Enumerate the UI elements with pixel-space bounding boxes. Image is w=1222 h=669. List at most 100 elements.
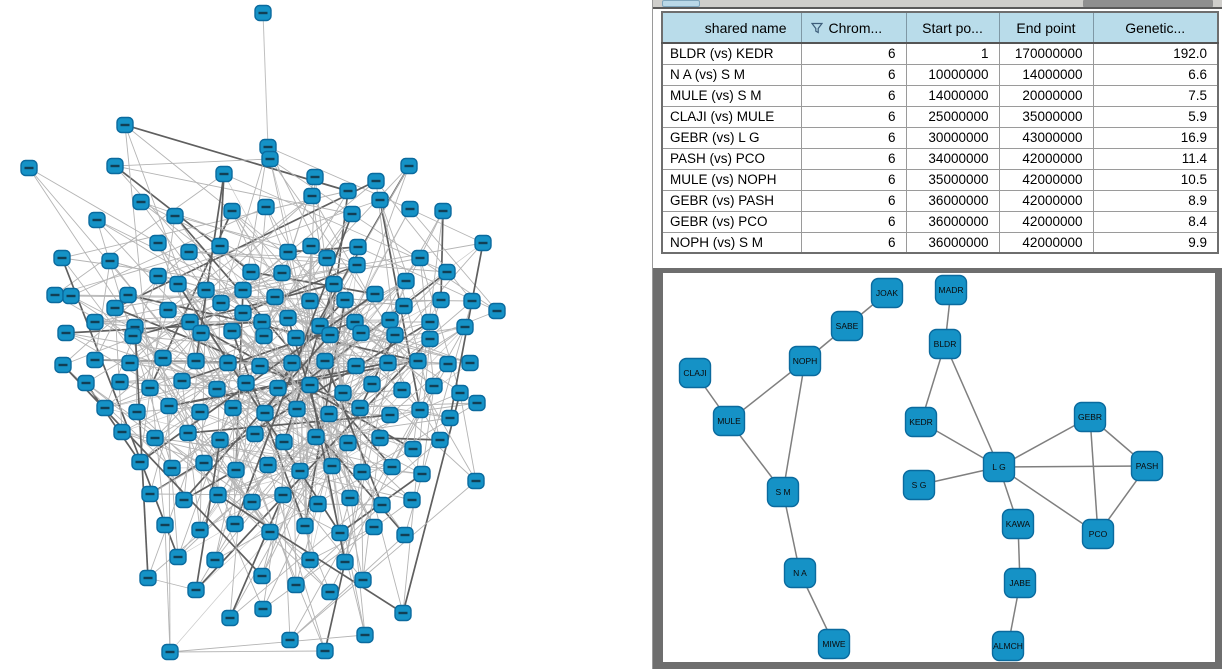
network-edge[interactable] xyxy=(269,158,364,581)
network-node[interactable] xyxy=(394,604,412,622)
network-edge[interactable] xyxy=(289,480,477,641)
network-edge[interactable] xyxy=(119,381,363,473)
network-node[interactable] xyxy=(139,569,157,587)
table-cell[interactable]: 170000000 xyxy=(999,43,1094,65)
network-node[interactable] xyxy=(169,548,187,566)
table-cell[interactable]: 42000000 xyxy=(999,169,1094,191)
network-node[interactable] xyxy=(432,291,450,309)
network-edge[interactable] xyxy=(219,439,271,533)
network-node[interactable] xyxy=(401,200,419,218)
table-row[interactable]: MULE (vs) S M 6 14000000 20000000 7.5 xyxy=(662,85,1218,107)
network-edge[interactable] xyxy=(355,271,448,367)
network-node[interactable] xyxy=(132,193,150,211)
table-cell[interactable]: 6 xyxy=(801,127,907,149)
network-edge[interactable] xyxy=(154,362,229,439)
network-node[interactable] xyxy=(62,287,80,305)
table-row[interactable]: GEBR (vs) PCO 6 36000000 42000000 8.4 xyxy=(662,211,1218,233)
table-cell[interactable]: 6 xyxy=(801,43,907,65)
network-node[interactable] xyxy=(111,373,129,391)
network-node[interactable] xyxy=(352,324,370,342)
network-edge[interactable] xyxy=(295,365,357,586)
table-row[interactable]: NOPH (vs) S M 6 36000000 42000000 9.9 xyxy=(662,232,1218,254)
network-edge[interactable] xyxy=(324,280,407,362)
network-edge[interactable] xyxy=(181,380,201,531)
network-node[interactable] xyxy=(431,431,449,449)
network-node[interactable] xyxy=(404,440,422,458)
network-edge[interactable] xyxy=(289,534,406,641)
network-node[interactable] xyxy=(173,372,191,390)
network-node[interactable]: CLAJI xyxy=(678,357,712,389)
network-node[interactable] xyxy=(281,631,299,649)
network-node[interactable] xyxy=(86,313,104,331)
network-node[interactable] xyxy=(54,356,72,374)
column-header-chrom-[interactable]: Chrom... xyxy=(801,12,907,44)
table-row[interactable]: CLAJI (vs) MULE 6 25000000 35000000 5.9 xyxy=(662,106,1218,128)
network-edge[interactable] xyxy=(85,382,141,463)
network-edge[interactable] xyxy=(267,414,391,466)
network-edge[interactable] xyxy=(109,260,364,581)
network-edge[interactable] xyxy=(114,307,361,409)
network-edge[interactable] xyxy=(944,343,1000,468)
table-cell[interactable]: MULE (vs) S M xyxy=(662,85,802,107)
network-node[interactable]: ALMCH xyxy=(991,630,1025,662)
network-node[interactable]: L G xyxy=(982,451,1016,483)
network-node[interactable] xyxy=(302,237,320,255)
table-row[interactable]: GEBR (vs) L G 6 30000000 43000000 16.9 xyxy=(662,127,1218,149)
table-cell[interactable]: NOPH (vs) S M xyxy=(662,232,802,254)
network-edge[interactable] xyxy=(287,213,353,319)
network-node[interactable] xyxy=(53,249,71,267)
network-edge[interactable] xyxy=(362,437,381,581)
network-node[interactable] xyxy=(353,463,371,481)
table-row[interactable]: PASH (vs) PCO 6 34000000 42000000 11.4 xyxy=(662,148,1218,170)
network-node[interactable] xyxy=(341,489,359,507)
network-node[interactable] xyxy=(339,182,357,200)
network-edge[interactable] xyxy=(379,199,431,340)
table-cell[interactable]: 10000000 xyxy=(906,64,1000,86)
table-cell[interactable]: PASH (vs) PCO xyxy=(662,148,802,170)
table-cell[interactable]: 6 xyxy=(801,211,907,233)
network-node[interactable] xyxy=(409,352,427,370)
network-node[interactable] xyxy=(411,249,429,267)
network-node[interactable] xyxy=(257,198,275,216)
table-cell[interactable]: 35000000 xyxy=(999,106,1094,128)
network-node[interactable] xyxy=(211,237,229,255)
network-edge[interactable] xyxy=(94,257,421,323)
network-node[interactable] xyxy=(434,202,452,220)
network-node[interactable]: KAWA xyxy=(1001,508,1035,540)
network-edge[interactable] xyxy=(299,245,312,472)
table-cell[interactable]: 6 xyxy=(801,85,907,107)
table-cell[interactable]: 30000000 xyxy=(906,127,1000,149)
table-cell[interactable]: 6 xyxy=(801,106,907,128)
network-edge[interactable] xyxy=(124,124,166,526)
network-node[interactable] xyxy=(256,404,274,422)
table-cell[interactable]: 20000000 xyxy=(999,85,1094,107)
network-node[interactable] xyxy=(156,516,174,534)
table-cell[interactable]: 42000000 xyxy=(999,190,1094,212)
network-node[interactable]: NOPH xyxy=(788,345,822,377)
network-node[interactable] xyxy=(348,256,366,274)
network-node[interactable] xyxy=(316,642,334,660)
network-node[interactable]: BLDR xyxy=(928,328,962,360)
table-cell[interactable]: 11.4 xyxy=(1093,148,1218,170)
network-node[interactable] xyxy=(467,472,485,490)
network-node[interactable] xyxy=(242,263,260,281)
network-node[interactable] xyxy=(351,399,369,417)
network-node[interactable] xyxy=(347,357,365,375)
network-node[interactable] xyxy=(246,425,264,443)
network-node[interactable] xyxy=(131,453,149,471)
network-node[interactable] xyxy=(149,234,167,252)
network-node[interactable] xyxy=(321,583,339,601)
network-node[interactable] xyxy=(356,626,374,644)
network-edge[interactable] xyxy=(157,275,222,304)
network-node[interactable] xyxy=(116,116,134,134)
network-node[interactable] xyxy=(438,263,456,281)
table-cell[interactable]: 36000000 xyxy=(906,190,1000,212)
network-edge[interactable] xyxy=(459,392,477,482)
network-edge[interactable] xyxy=(114,158,271,167)
network-node[interactable] xyxy=(106,299,124,317)
network-edge[interactable] xyxy=(409,208,498,312)
network-node[interactable] xyxy=(20,159,38,177)
network-edge[interactable] xyxy=(149,387,331,593)
horizontal-scrollbar[interactable] xyxy=(653,0,1222,9)
network-node[interactable] xyxy=(197,281,215,299)
